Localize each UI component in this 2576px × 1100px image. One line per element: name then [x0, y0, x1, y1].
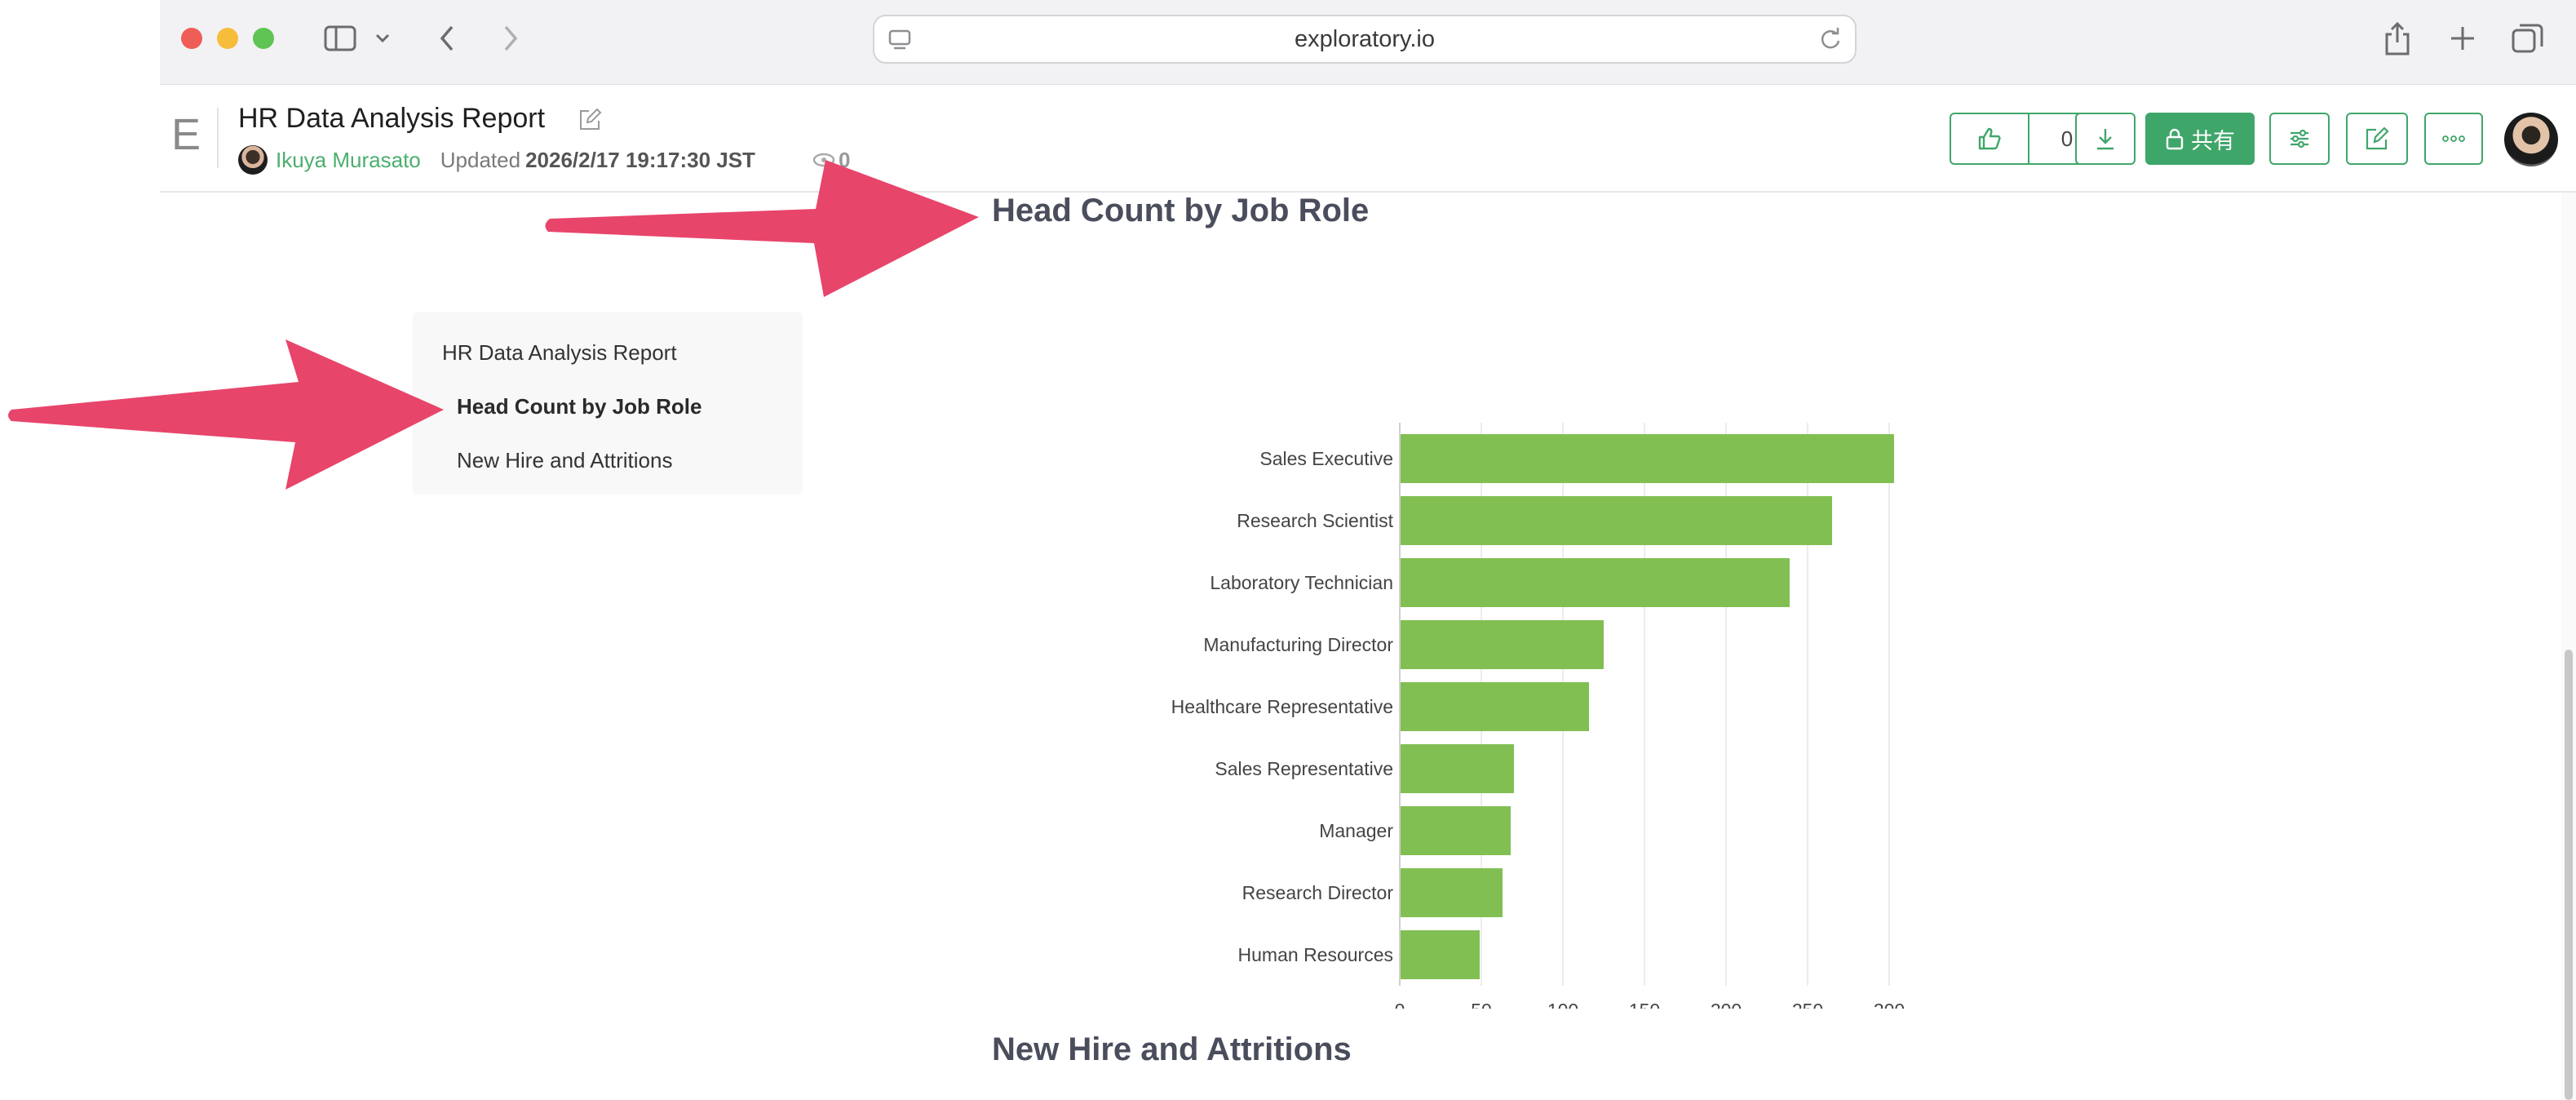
share-icon[interactable] — [2379, 18, 2416, 59]
y-category-label: Healthcare Representative — [1171, 696, 1393, 717]
x-tick-label: 50 — [1471, 1000, 1492, 1009]
edit-report-button[interactable] — [2346, 113, 2408, 165]
section-title-new-hire: New Hire and Attritions — [992, 1031, 1352, 1067]
author-link[interactable]: Ikuya Murasato — [276, 147, 421, 172]
toc-item-report[interactable]: HR Data Analysis Report — [442, 340, 677, 365]
bar — [1401, 744, 1514, 793]
bar — [1401, 930, 1480, 979]
view-count-value: 0 — [838, 147, 851, 172]
toc-item-head-count[interactable]: Head Count by Job Role — [457, 394, 702, 419]
bar — [1401, 620, 1604, 669]
page-menu-icon[interactable] — [887, 28, 912, 59]
report-header: E HR Data Analysis Report Ikuya Murasato… — [160, 85, 2576, 193]
report-content: HR Data Analysis Report Head Count by Jo… — [160, 193, 2576, 1100]
y-category-label: Research Director — [1242, 882, 1394, 903]
like-button[interactable] — [1951, 114, 2028, 163]
bar — [1401, 868, 1503, 917]
tab-overview-icon[interactable] — [2509, 18, 2547, 59]
more-options-button[interactable] — [2424, 113, 2483, 165]
updated-label: Updated — [440, 147, 521, 172]
x-tick-label: 150 — [1629, 1000, 1660, 1009]
section-title-head-count: Head Count by Job Role — [992, 193, 1370, 228]
download-button[interactable] — [2075, 113, 2136, 165]
bar — [1401, 434, 1894, 483]
forward-icon[interactable] — [494, 18, 527, 59]
new-tab-icon[interactable] — [2444, 18, 2481, 59]
report-meta: Ikuya Murasato Updated 2026/2/17 19:17:3… — [238, 145, 850, 175]
bar — [1401, 558, 1790, 607]
share-button[interactable]: 共有 — [2145, 113, 2255, 165]
address-bar[interactable]: exploratory.io — [873, 15, 1857, 64]
reload-icon[interactable] — [1817, 26, 1843, 59]
x-tick-label: 200 — [1711, 1000, 1742, 1009]
scrollbar-thumb[interactable] — [2565, 650, 2573, 1100]
y-category-label: Research Scientist — [1237, 510, 1393, 531]
exploratory-logo[interactable]: E — [171, 110, 201, 159]
minimize-window-button[interactable] — [217, 28, 238, 49]
url-text: exploratory.io — [1295, 25, 1435, 52]
annotation-arrow-toc — [8, 339, 444, 490]
annotation-arrow-title — [545, 160, 979, 297]
edit-icon — [2366, 126, 2389, 150]
x-tick-label: 250 — [1792, 1000, 1823, 1009]
x-tick-label: 100 — [1547, 1000, 1578, 1009]
more-dots-icon — [2442, 135, 2465, 142]
bar — [1401, 682, 1589, 731]
zoom-window-button[interactable] — [253, 28, 274, 49]
y-category-label: Laboratory Technician — [1210, 572, 1393, 593]
bar — [1401, 806, 1511, 855]
page-title: HR Data Analysis Report — [238, 103, 546, 134]
chevron-down-icon[interactable] — [370, 18, 395, 59]
y-category-label: Manager — [1319, 820, 1393, 841]
close-window-button[interactable] — [181, 28, 202, 49]
share-button-label: 共有 — [2191, 128, 2235, 153]
table-of-contents: HR Data Analysis Report Head Count by Jo… — [413, 312, 803, 495]
updated-date: 2026/2/17 19:17:30 JST — [525, 147, 755, 172]
bar — [1401, 496, 1832, 545]
download-icon — [2097, 129, 2113, 150]
y-category-label: Sales Executive — [1259, 448, 1393, 469]
scrollbar-track[interactable] — [2561, 193, 2576, 1100]
author-avatar — [238, 145, 268, 175]
user-avatar[interactable] — [2504, 113, 2558, 166]
back-icon[interactable] — [431, 18, 463, 59]
sidebar-toggle-icon[interactable] — [320, 18, 361, 59]
edit-title-icon[interactable] — [578, 108, 602, 136]
header-divider — [217, 108, 219, 168]
lock-icon — [2166, 128, 2184, 150]
y-category-label: Sales Representative — [1215, 758, 1393, 779]
toc-item-new-hire[interactable]: New Hire and Attritions — [457, 448, 673, 472]
head-count-chart: 0 50 100 150 200 250 300 Sales Executive Researc… — [1171, 423, 1905, 1009]
browser-toolbar: exploratory.io — [160, 0, 2576, 85]
y-category-label: Human Resources — [1238, 944, 1393, 965]
settings-button[interactable] — [2269, 113, 2330, 165]
x-tick-label: 300 — [1874, 1000, 1905, 1009]
x-tick-label: 0 — [1395, 1000, 1405, 1009]
sliders-icon — [2291, 129, 2308, 149]
view-count: 0 — [812, 148, 850, 173]
thumbs-up-icon — [1978, 127, 2001, 150]
eye-icon — [812, 153, 835, 167]
y-category-label: Manufacturing Director — [1203, 634, 1393, 655]
like-count: 0 — [2027, 114, 2105, 163]
